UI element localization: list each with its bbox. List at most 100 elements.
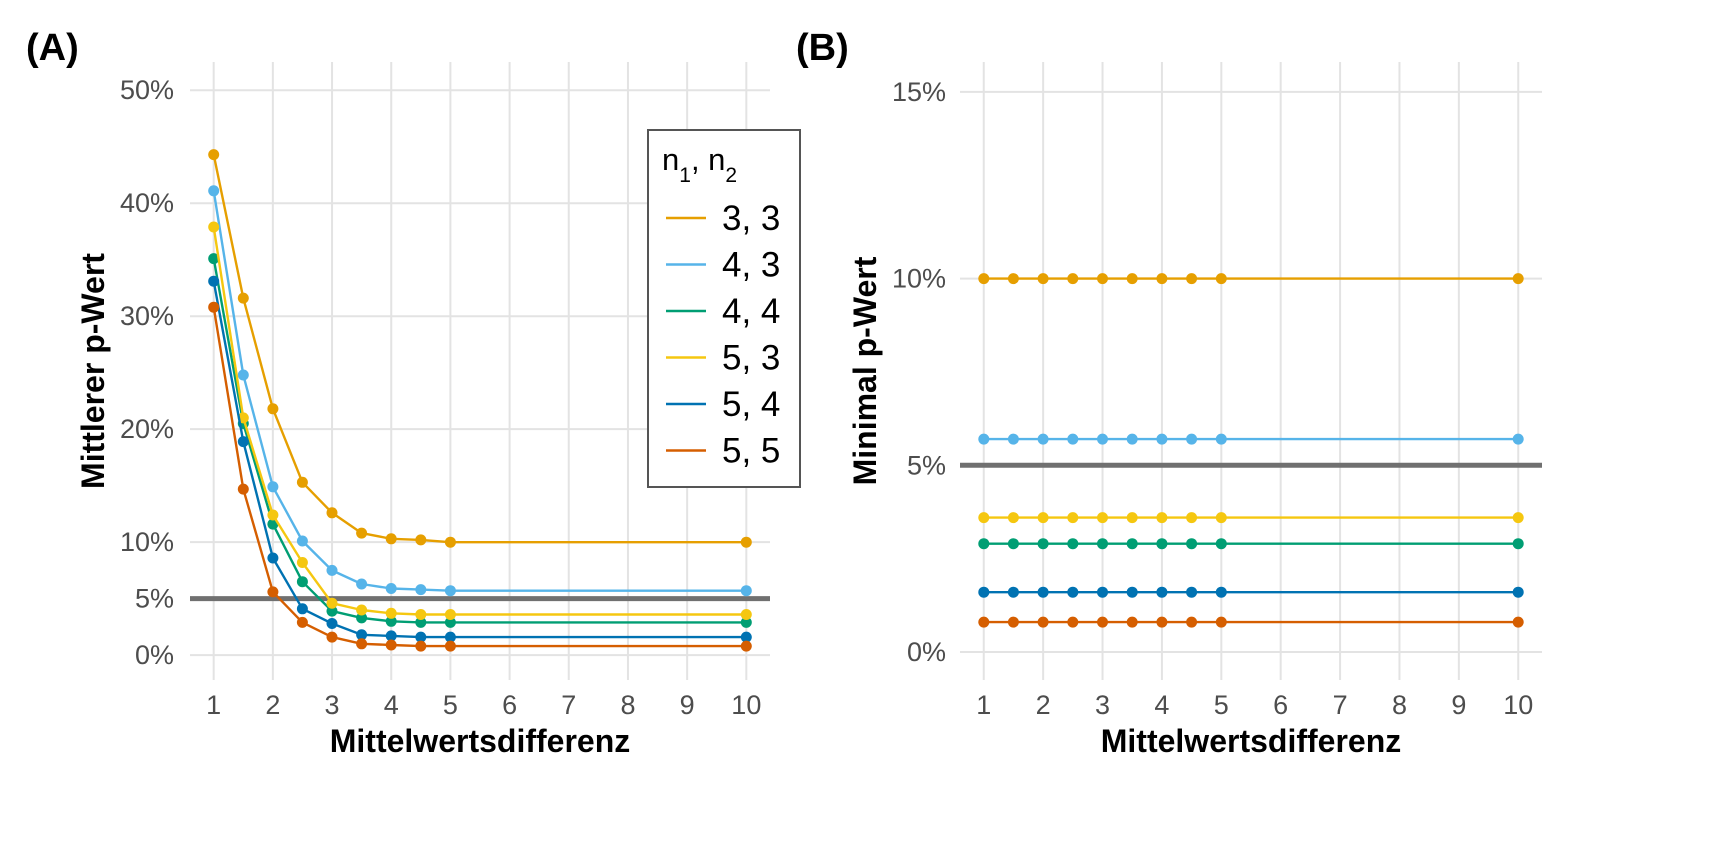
data-point: [1512, 616, 1524, 628]
data-point: [415, 631, 427, 643]
data-point: [208, 253, 220, 265]
data-point: [740, 536, 752, 548]
data-point: [1512, 586, 1524, 598]
data-point: [1156, 538, 1168, 550]
x-tick-label: 2: [265, 690, 280, 720]
data-point: [326, 605, 338, 617]
x-tick-label: 5: [1214, 690, 1229, 720]
data-point: [415, 584, 427, 596]
data-point: [1215, 512, 1227, 524]
data-point: [1186, 586, 1198, 598]
data-point: [237, 292, 249, 304]
x-tick-label: 10: [731, 690, 761, 720]
data-point: [1067, 273, 1079, 285]
data-point: [415, 534, 427, 546]
data-point: [1097, 586, 1108, 598]
data-point: [1097, 538, 1108, 550]
data-point: [326, 631, 338, 643]
x-tick-label: 4: [1154, 690, 1169, 720]
data-point: [356, 629, 368, 641]
data-point: [326, 564, 338, 576]
data-point: [740, 631, 752, 643]
x-tick-label: 3: [325, 690, 340, 720]
data-point: [267, 481, 279, 493]
x-axis-title: Mittelwertsdifferenz: [1101, 723, 1401, 759]
data-point: [326, 618, 338, 629]
data-point: [1186, 273, 1198, 285]
x-tick-label: 7: [1333, 690, 1348, 720]
data-point: [208, 221, 220, 233]
data-point: [385, 630, 397, 642]
legend-box: [647, 129, 801, 488]
data-point: [978, 512, 990, 524]
data-point: [208, 275, 220, 287]
x-tick-label: 8: [620, 690, 635, 720]
series-line: [212, 258, 747, 624]
y-tick-label: 20%: [120, 414, 174, 444]
y-axis-title: Mittlerer p-Wert: [75, 253, 111, 489]
data-point: [1067, 616, 1079, 628]
data-point: [385, 533, 397, 545]
data-point: [1126, 512, 1138, 524]
data-point: [267, 403, 279, 415]
legend-entry-label: 5, 5: [722, 432, 780, 471]
series-line: [212, 190, 747, 592]
data-point: [1067, 512, 1079, 524]
data-point: [1097, 616, 1108, 628]
x-tick-label: 7: [561, 690, 576, 720]
panel-label: (B): [796, 27, 849, 69]
data-point: [444, 616, 456, 628]
data-point: [1037, 586, 1049, 598]
series-line: [212, 307, 747, 648]
data-point: [978, 538, 990, 550]
data-point: [1097, 433, 1108, 445]
data-point: [1512, 273, 1524, 285]
data-point: [1126, 586, 1138, 598]
y-tick-label: 0%: [135, 640, 174, 670]
data-point: [1007, 273, 1019, 285]
x-tick-label: 4: [384, 690, 399, 720]
data-point: [237, 436, 249, 448]
data-point: [1156, 433, 1168, 445]
data-point: [267, 552, 279, 564]
data-point: [1037, 512, 1049, 524]
data-point: [1007, 433, 1019, 445]
legend-title-sep: , n: [691, 142, 725, 177]
x-tick-label: 6: [502, 690, 517, 720]
data-point: [296, 603, 308, 615]
data-point: [1037, 538, 1049, 550]
series-line: [212, 226, 747, 616]
data-point: [1007, 512, 1019, 524]
data-point: [1156, 273, 1168, 285]
legend: n1, n2 3, 3 4, 3 4, 4 5, 3 5, 4 5, 5: [647, 129, 801, 488]
data-point: [1067, 538, 1079, 550]
data-point: [385, 639, 397, 651]
data-point: [356, 527, 368, 539]
data-point: [1186, 512, 1198, 524]
data-point: [1156, 586, 1168, 598]
data-point: [385, 583, 397, 594]
data-point: [326, 507, 338, 519]
x-tick-label: 1: [976, 690, 991, 720]
data-point: [296, 535, 308, 547]
data-point: [740, 585, 752, 597]
series-line: [212, 154, 747, 544]
data-point: [385, 615, 397, 627]
data-point: [978, 433, 990, 445]
y-tick-label: 10%: [120, 527, 174, 557]
data-point: [978, 616, 990, 628]
panel-a: (A) 0% 5% 10% 20% 30% 40% 50% 1 2 3 4 5 6 7 8 9 10 Mittelw…: [26, 27, 801, 759]
data-point: [740, 640, 752, 652]
data-point: [356, 612, 368, 624]
data-point: [1512, 538, 1524, 550]
data-point: [1007, 586, 1019, 598]
data-point: [1186, 616, 1198, 628]
data-point: [1097, 512, 1108, 524]
x-tick-label: 10: [1503, 690, 1533, 720]
data-point: [1215, 586, 1227, 598]
data-point: [296, 616, 308, 628]
data-point: [356, 604, 368, 616]
data-point: [415, 616, 427, 628]
